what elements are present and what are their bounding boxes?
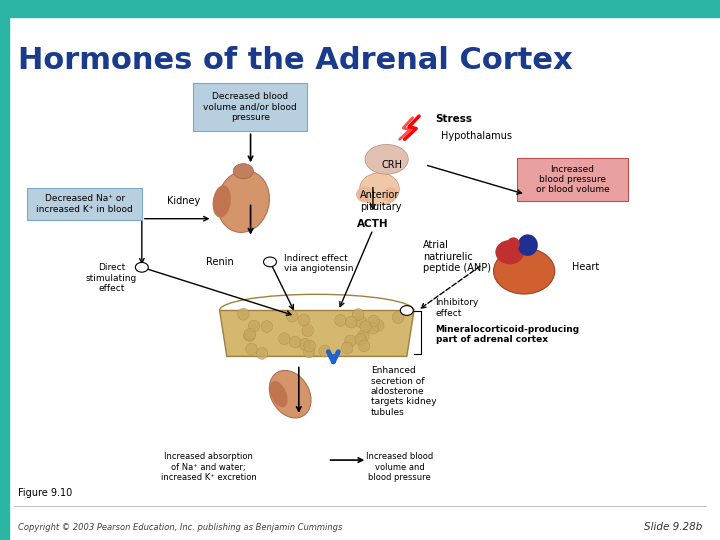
Text: Direct
stimulating
effect: Direct stimulating effect xyxy=(86,263,138,293)
Ellipse shape xyxy=(345,335,356,347)
FancyBboxPatch shape xyxy=(517,158,628,201)
Text: Hormones of the Adrenal Cortex: Hormones of the Adrenal Cortex xyxy=(18,46,572,75)
Text: Atrial
natriurelic
peptide (ANP): Atrial natriurelic peptide (ANP) xyxy=(423,240,490,273)
Text: Anterior
pituitary: Anterior pituitary xyxy=(360,190,402,212)
Bar xyxy=(0,17,9,540)
Text: CRH: CRH xyxy=(382,160,403,170)
Ellipse shape xyxy=(518,234,538,256)
Ellipse shape xyxy=(298,314,310,326)
Text: Increased absorption
of Na⁺ and water;
increased K⁺ excretion: Increased absorption of Na⁺ and water; i… xyxy=(161,452,256,482)
Text: Stress: Stress xyxy=(436,114,472,124)
Ellipse shape xyxy=(355,316,366,328)
Text: Kidney: Kidney xyxy=(167,196,200,206)
Ellipse shape xyxy=(359,340,370,352)
Circle shape xyxy=(400,306,413,315)
Text: ACTH: ACTH xyxy=(357,219,389,229)
Ellipse shape xyxy=(367,322,379,334)
Text: Renin: Renin xyxy=(206,257,233,267)
Ellipse shape xyxy=(302,325,313,336)
Text: Heart: Heart xyxy=(572,262,600,272)
Text: Mineralocorticoid-producing
part of adrenal cortex: Mineralocorticoid-producing part of adre… xyxy=(436,325,580,345)
Text: Decreased Na⁺ or
increased K⁺ in blood: Decreased Na⁺ or increased K⁺ in blood xyxy=(36,194,133,213)
Circle shape xyxy=(264,257,276,267)
Ellipse shape xyxy=(495,240,524,264)
Ellipse shape xyxy=(238,308,249,320)
Ellipse shape xyxy=(341,342,353,354)
Text: Indirect effect
via angiotensin: Indirect effect via angiotensin xyxy=(284,254,354,273)
Text: Increased blood
volume and
blood pressure: Increased blood volume and blood pressur… xyxy=(366,452,433,482)
Bar xyxy=(0,0,720,17)
Ellipse shape xyxy=(246,343,257,355)
Ellipse shape xyxy=(352,308,364,320)
FancyBboxPatch shape xyxy=(27,188,142,220)
Ellipse shape xyxy=(233,164,253,179)
Ellipse shape xyxy=(269,370,311,418)
Ellipse shape xyxy=(359,173,399,205)
Text: Slide 9.28b: Slide 9.28b xyxy=(644,522,702,532)
Ellipse shape xyxy=(212,185,231,218)
Ellipse shape xyxy=(356,186,374,202)
Text: Hypothalamus: Hypothalamus xyxy=(441,131,513,141)
Ellipse shape xyxy=(355,333,366,345)
Text: Enhanced
secretion of
aldosterone
targets kidney
tubules: Enhanced secretion of aldosterone target… xyxy=(371,366,436,417)
Circle shape xyxy=(135,262,148,272)
Ellipse shape xyxy=(392,312,404,323)
Text: Copyright © 2003 Pearson Education, Inc. publishing as Benjamin Cummings: Copyright © 2003 Pearson Education, Inc.… xyxy=(18,523,343,532)
Ellipse shape xyxy=(300,339,311,350)
Ellipse shape xyxy=(217,171,269,232)
Ellipse shape xyxy=(243,329,255,341)
Ellipse shape xyxy=(319,345,330,357)
Ellipse shape xyxy=(304,340,315,352)
Ellipse shape xyxy=(346,316,357,328)
Text: Figure 9.10: Figure 9.10 xyxy=(18,488,72,498)
Ellipse shape xyxy=(303,346,315,358)
Ellipse shape xyxy=(360,321,372,333)
Ellipse shape xyxy=(279,333,290,345)
Text: Inhibitory
effect: Inhibitory effect xyxy=(436,298,479,318)
Ellipse shape xyxy=(244,328,256,340)
Ellipse shape xyxy=(270,381,287,407)
Ellipse shape xyxy=(358,330,369,342)
Ellipse shape xyxy=(383,187,397,202)
Polygon shape xyxy=(220,310,414,356)
Ellipse shape xyxy=(289,336,301,348)
Text: Decreased blood
volume and/or blood
pressure: Decreased blood volume and/or blood pres… xyxy=(203,92,297,122)
Ellipse shape xyxy=(368,315,379,327)
Ellipse shape xyxy=(365,144,408,174)
FancyBboxPatch shape xyxy=(193,83,307,131)
Ellipse shape xyxy=(248,320,260,332)
Ellipse shape xyxy=(507,238,520,251)
Ellipse shape xyxy=(335,314,346,326)
Ellipse shape xyxy=(287,310,298,322)
Ellipse shape xyxy=(494,248,554,294)
Ellipse shape xyxy=(372,320,384,332)
Text: Increased
blood pressure
or blood volume: Increased blood pressure or blood volume xyxy=(536,165,609,194)
Ellipse shape xyxy=(261,321,273,333)
Ellipse shape xyxy=(256,347,268,359)
